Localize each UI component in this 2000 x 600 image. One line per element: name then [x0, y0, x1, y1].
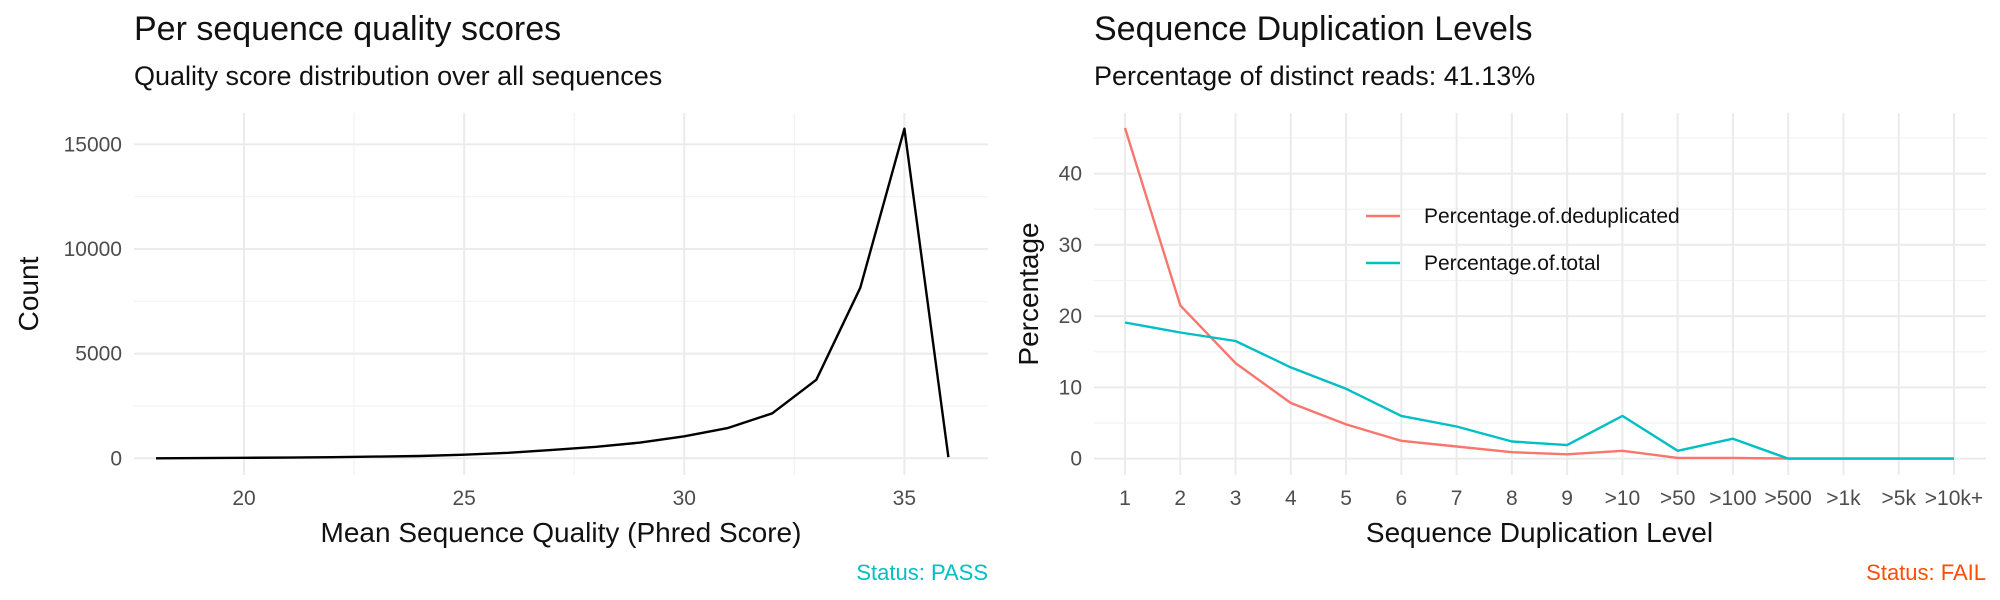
deduplicated-series-line [1123, 127, 1954, 460]
y-tick-label: 10000 [64, 238, 122, 261]
x-tick-label: >1k [1826, 487, 1861, 510]
x-tick-label: 25 [452, 487, 475, 510]
x-tick-label: >50 [1660, 487, 1696, 510]
x-tick-label: 7 [1451, 487, 1463, 510]
x-tick-label: 3 [1230, 487, 1242, 510]
x-axis-title: Sequence Duplication Level [1366, 517, 1713, 548]
quality-scores-panel: 20 25 30 35 0 5000 10000 15000 Per sequence qual… [13, 10, 988, 585]
x-axis-title: Mean Sequence Quality (Phred Score) [321, 517, 802, 548]
x-tick-label: >500 [1765, 487, 1812, 510]
x-tick-label: 35 [893, 487, 916, 510]
x-tick-label: 2 [1174, 487, 1186, 510]
quality-count-line [155, 127, 950, 460]
chart-title: Per sequence quality scores [134, 10, 561, 48]
x-tick-label: 1 [1119, 487, 1131, 510]
x-tick-label: >100 [1709, 487, 1756, 510]
y-tick-label: 20 [1059, 305, 1082, 328]
y-tick-label: 10 [1059, 376, 1082, 399]
status-label: Status: FAIL [1866, 560, 1986, 585]
total-series-line [1124, 321, 1954, 460]
x-tick-label: >10k+ [1925, 487, 1983, 510]
chart-subtitle: Quality score distribution over all sequ… [134, 61, 662, 91]
x-tick-label: 4 [1285, 487, 1297, 510]
x-tick-label: 9 [1561, 487, 1573, 510]
y-tick-label: 30 [1059, 234, 1082, 257]
x-tick-label: >5k [1882, 487, 1917, 510]
y-tick-label: 0 [1070, 448, 1082, 471]
x-tick-label: 5 [1340, 487, 1352, 510]
legend-label: Percentage.of.total [1424, 252, 1600, 275]
y-axis-title: Percentage [1013, 222, 1044, 365]
duplication-levels-panel: 1 2 3 4 5 6 7 8 9 >10 >50 >100 >500 >1k >5k >10k+ 0 10 20 3… [1013, 10, 1986, 585]
legend-label: Percentage.of.deduplicated [1424, 205, 1680, 228]
x-tick-label: 20 [232, 487, 255, 510]
x-tick-label: 6 [1395, 487, 1407, 510]
y-axis-title: Count [13, 256, 44, 331]
status-label: Status: PASS [856, 560, 988, 585]
y-tick-label: 15000 [64, 133, 122, 156]
y-tick-label: 40 [1059, 163, 1082, 186]
chart-title: Sequence Duplication Levels [1094, 10, 1533, 48]
y-tick-label: 5000 [75, 343, 122, 366]
x-tick-label: 8 [1506, 487, 1518, 510]
x-tick-label: >10 [1605, 487, 1641, 510]
x-tick-label: 30 [673, 487, 696, 510]
chart-subtitle: Percentage of distinct reads: 41.13% [1094, 61, 1535, 91]
y-tick-label: 0 [110, 447, 122, 470]
